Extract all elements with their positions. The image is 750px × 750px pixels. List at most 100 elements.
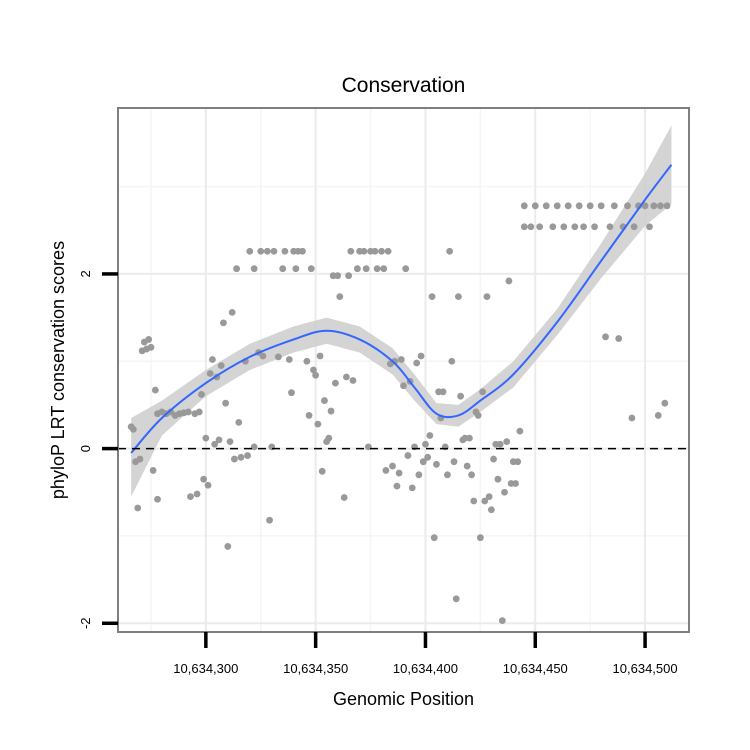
- data-point: [560, 223, 568, 231]
- y-axis-label: phyloP LRT conservation scores: [48, 241, 68, 499]
- data-point: [349, 377, 357, 384]
- x-tick-label: 10,634,300: [173, 661, 238, 676]
- data-point: [382, 467, 390, 474]
- data-point: [485, 493, 493, 501]
- data-point: [446, 247, 454, 255]
- data-point: [362, 265, 370, 273]
- data-point: [628, 414, 636, 422]
- data-point: [285, 356, 293, 363]
- data-point: [215, 436, 223, 444]
- data-point: [263, 247, 271, 255]
- data-point: [496, 440, 504, 448]
- data-point: [505, 277, 513, 285]
- x-tick-label: 10,634,400: [393, 661, 458, 676]
- data-point: [650, 202, 658, 210]
- data-point: [481, 497, 489, 505]
- y-axis-ticks: -2 0 2: [78, 270, 118, 629]
- data-point: [325, 434, 333, 442]
- data-point: [439, 388, 447, 396]
- data-point: [312, 371, 320, 379]
- data-point: [516, 427, 524, 435]
- data-point: [259, 352, 267, 360]
- data-point: [149, 467, 157, 474]
- data-point: [498, 617, 506, 625]
- data-point: [479, 388, 486, 396]
- data-point: [211, 440, 219, 448]
- data-point: [154, 495, 161, 503]
- x-tick-label: 10,634,450: [503, 661, 568, 676]
- data-point: [246, 247, 254, 255]
- data-point: [455, 293, 462, 301]
- data-point: [433, 460, 440, 468]
- x-axis-ticks: 10,634,300 10,634,350 10,634,400 10,634,450…: [173, 632, 678, 676]
- data-point: [444, 471, 451, 479]
- data-point: [430, 534, 438, 542]
- panel-border: [117, 107, 690, 633]
- data-point: [397, 356, 405, 363]
- data-point: [206, 370, 214, 377]
- data-point: [615, 335, 623, 342]
- data-point: [542, 202, 550, 210]
- data-point: [657, 202, 664, 210]
- data-point: [624, 202, 631, 210]
- data-point: [663, 202, 671, 210]
- data-point: [233, 265, 240, 273]
- data-point: [195, 408, 203, 416]
- data-point: [334, 272, 342, 280]
- data-point: [270, 247, 278, 255]
- data-point: [450, 458, 458, 466]
- chart-title: Conservation: [342, 74, 466, 97]
- data-point: [417, 352, 425, 360]
- smooth-line: [130, 164, 673, 454]
- data-point: [483, 293, 491, 301]
- data-point: [250, 265, 258, 273]
- data-point: [318, 467, 326, 475]
- data-point: [413, 359, 421, 367]
- data-point: [610, 202, 618, 210]
- data-point: [512, 480, 519, 487]
- data-point: [553, 202, 561, 210]
- data-point: [503, 438, 511, 446]
- data-point: [327, 407, 335, 415]
- data-point: [257, 247, 265, 255]
- data-point: [237, 453, 245, 461]
- data-point: [487, 506, 495, 514]
- data-point: [224, 543, 232, 550]
- data-point: [373, 265, 381, 273]
- x-tick-label: 10,634,350: [283, 661, 348, 676]
- confidence-band-layer: [131, 125, 672, 497]
- data-point: [571, 223, 579, 231]
- data-point: [586, 202, 594, 210]
- data-point: [465, 434, 473, 442]
- data-point: [404, 452, 412, 459]
- data-point: [448, 357, 456, 365]
- data-point: [426, 432, 434, 439]
- data-point: [228, 308, 236, 316]
- data-point: [187, 493, 194, 501]
- data-point: [419, 458, 427, 466]
- data-point: [340, 494, 348, 501]
- data-point: [393, 482, 401, 490]
- data-point: [299, 247, 306, 255]
- data-point: [184, 408, 192, 416]
- data-point: [408, 484, 416, 492]
- data-point: [395, 469, 403, 477]
- data-point: [250, 443, 258, 451]
- data-point: [630, 223, 638, 231]
- data-point: [371, 247, 379, 255]
- data-point: [360, 247, 368, 255]
- data-point: [332, 379, 339, 387]
- smooth-line-layer: [130, 164, 673, 454]
- data-point: [222, 399, 230, 407]
- data-point: [226, 438, 234, 446]
- data-point: [468, 471, 475, 479]
- points-layer: [127, 202, 671, 625]
- data-point: [314, 420, 322, 428]
- x-axis-label: Genomic Position: [333, 689, 474, 709]
- data-point: [292, 265, 300, 273]
- data-point: [531, 202, 539, 210]
- data-point: [661, 399, 669, 407]
- data-point: [281, 247, 289, 255]
- y-tick-label: 2: [78, 270, 93, 277]
- data-point: [288, 389, 295, 397]
